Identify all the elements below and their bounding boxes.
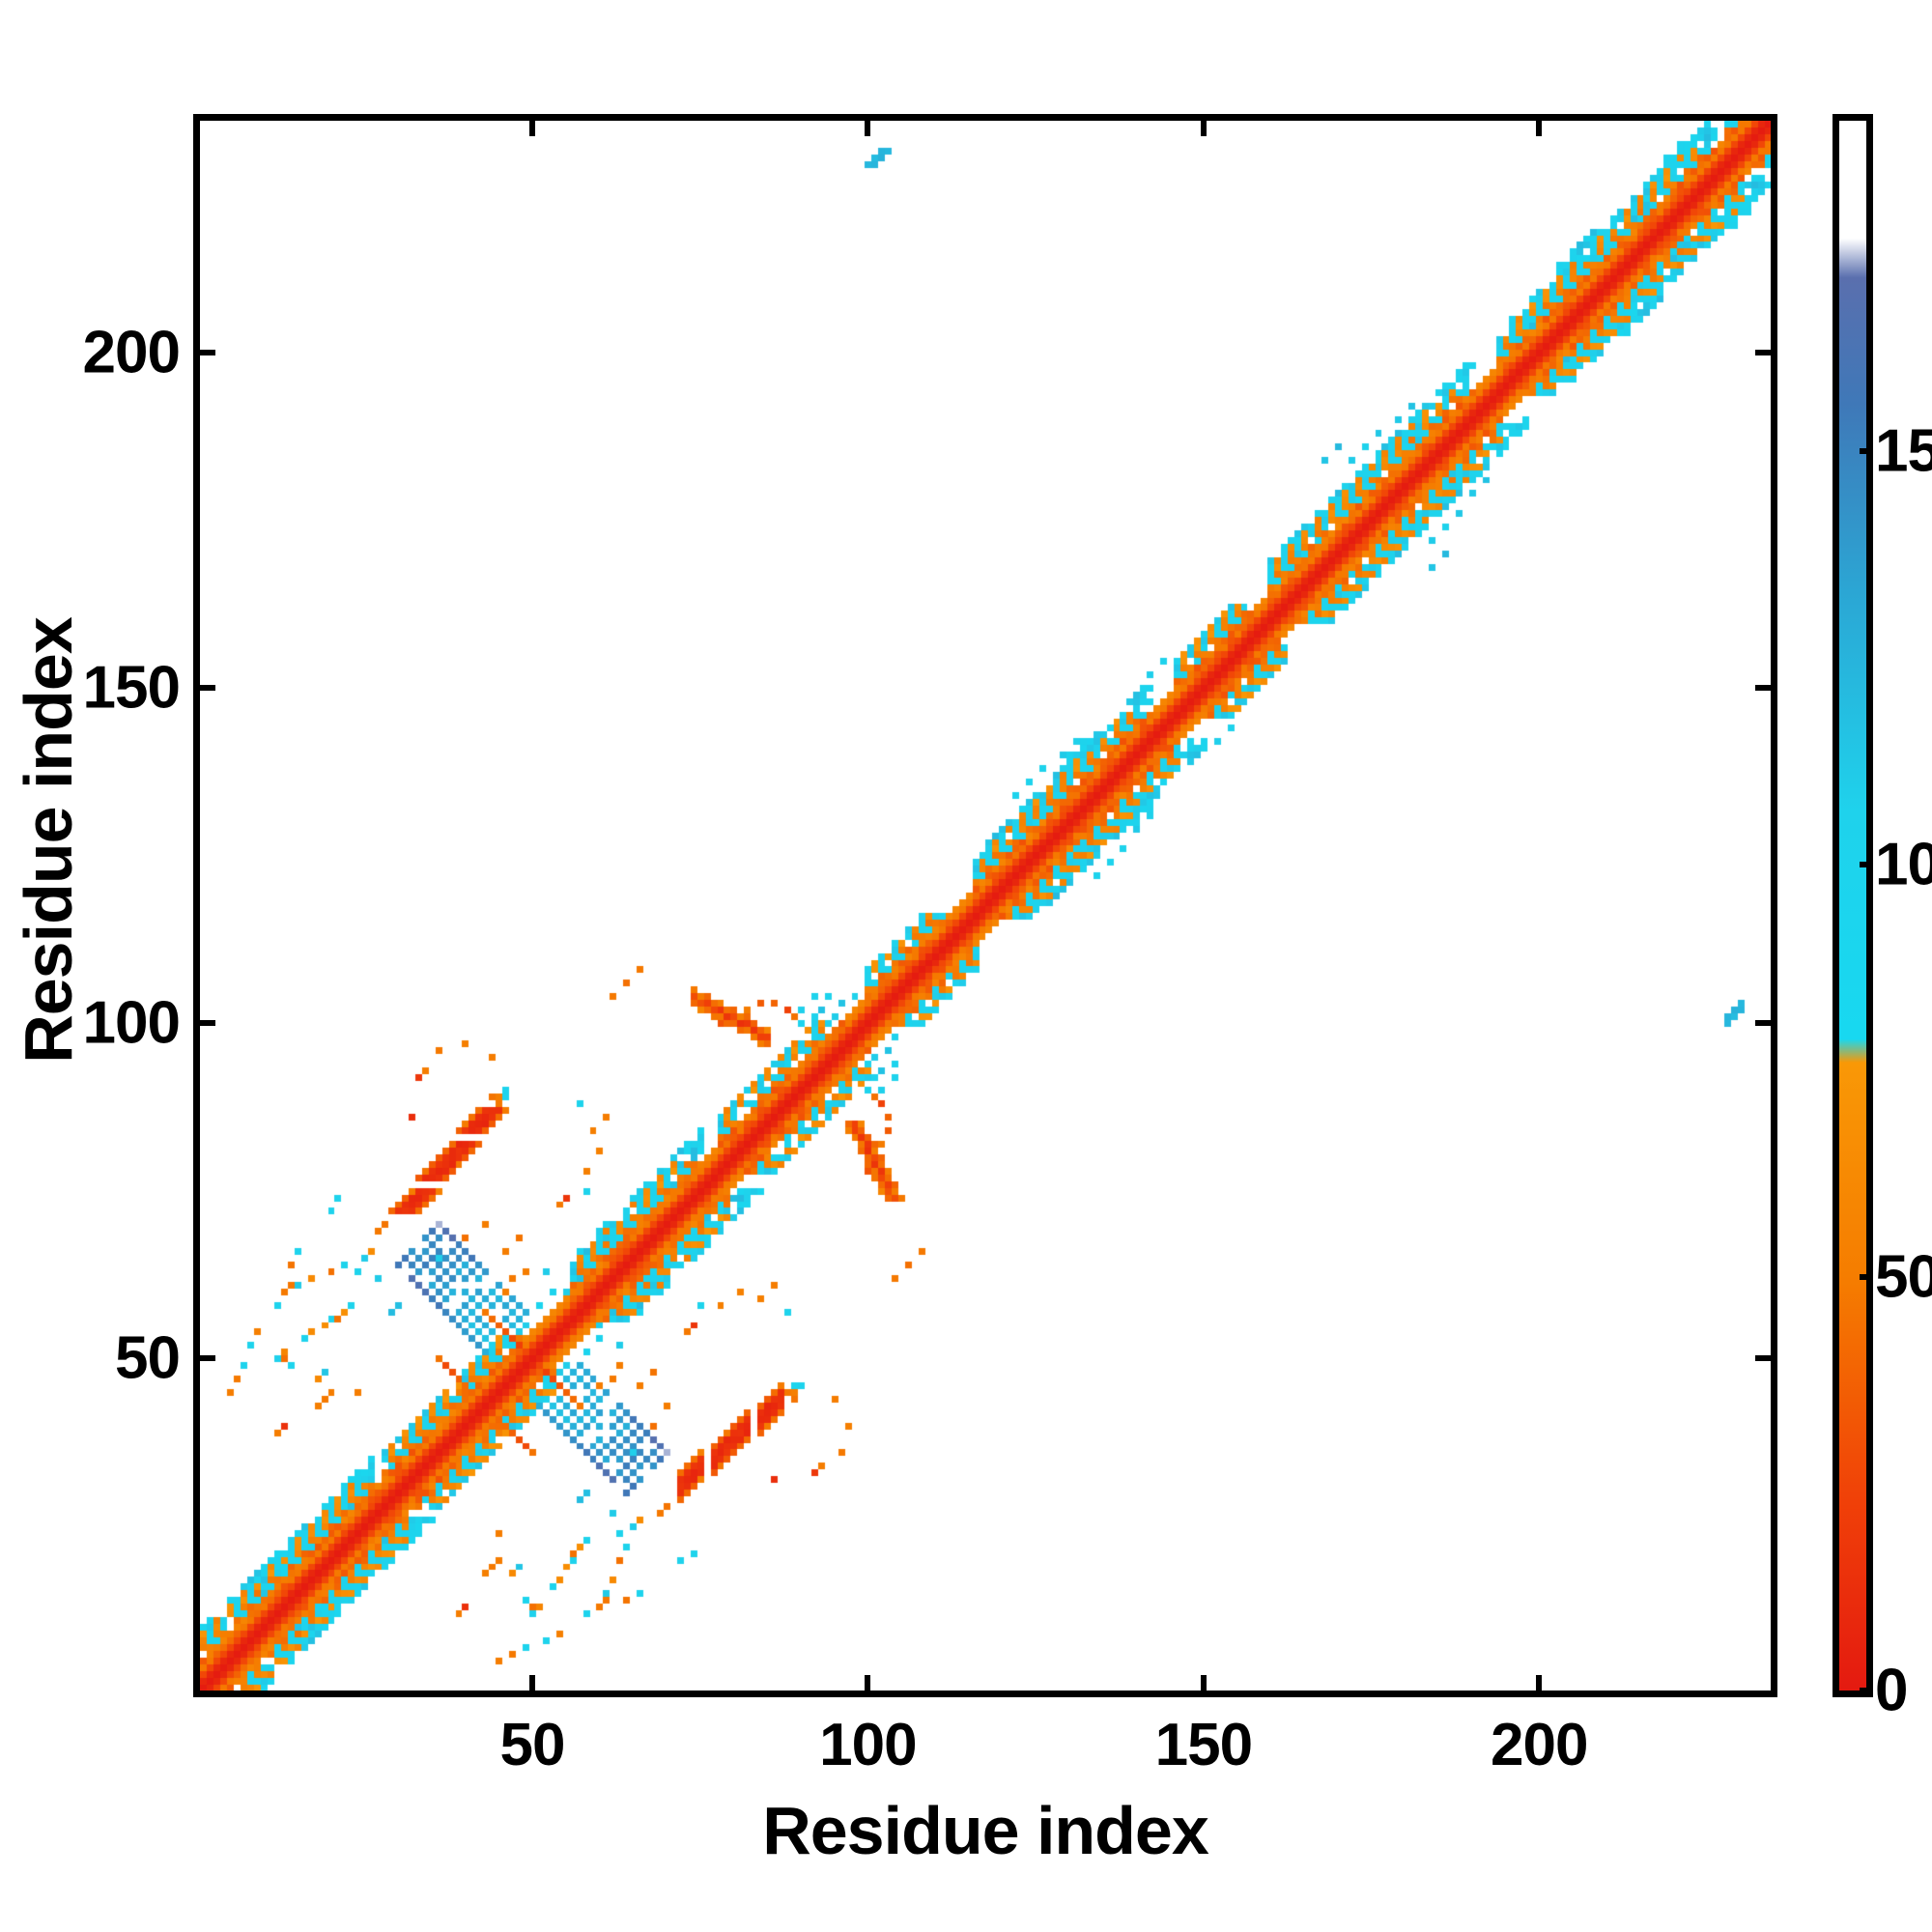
x-tick-top-200 [1536,121,1543,136]
y-tick-label-200: 200 [82,319,181,386]
colorbar [1833,114,1873,1697]
x-axis-title: Residue index [762,1793,1209,1868]
x-tick-label-50: 50 [499,1712,565,1778]
colorbar-frame [1833,114,1873,1697]
x-tick-label-150: 150 [1154,1712,1253,1778]
y-tick-right-200 [1755,349,1771,355]
y-tick-200 [200,349,215,355]
y-tick-100 [200,1020,215,1027]
x-tick-top-50 [528,121,535,136]
y-tick-150 [200,684,215,691]
colorbar-label-0: 0 [1875,1657,1908,1724]
y-axis-title: Residue index [11,617,86,1064]
colorbar-tick-50 [1860,1274,1873,1281]
colorbar-tick-150 [1860,448,1873,455]
y-tick-right-100 [1755,1020,1771,1027]
x-tick-200 [1536,1675,1543,1690]
colorbar-label-50: 50 [1875,1243,1932,1311]
colorbar-tick-0 [1860,1688,1873,1693]
colorbar-label-150: 150 [1875,417,1932,485]
y-tick-label-150: 150 [82,654,181,722]
colorbar-tick-100 [1860,861,1873,867]
y-tick-right-150 [1755,684,1771,691]
contact-map-heatmap [200,121,1771,1690]
colorbar-label-100: 100 [1875,831,1932,898]
plot-area [193,114,1777,1697]
x-tick-label-200: 200 [1491,1712,1588,1778]
x-tick-top-150 [1200,121,1207,136]
x-tick-label-100: 100 [819,1712,917,1778]
y-tick-right-50 [1755,1355,1771,1362]
y-tick-50 [200,1355,215,1362]
x-tick-100 [865,1675,871,1690]
x-tick-top-100 [865,121,871,136]
x-tick-50 [528,1675,535,1690]
y-tick-label-100: 100 [82,989,181,1057]
y-tick-label-50: 50 [115,1324,181,1392]
x-tick-150 [1200,1675,1207,1690]
colorbar-gradient [1839,121,1866,1690]
